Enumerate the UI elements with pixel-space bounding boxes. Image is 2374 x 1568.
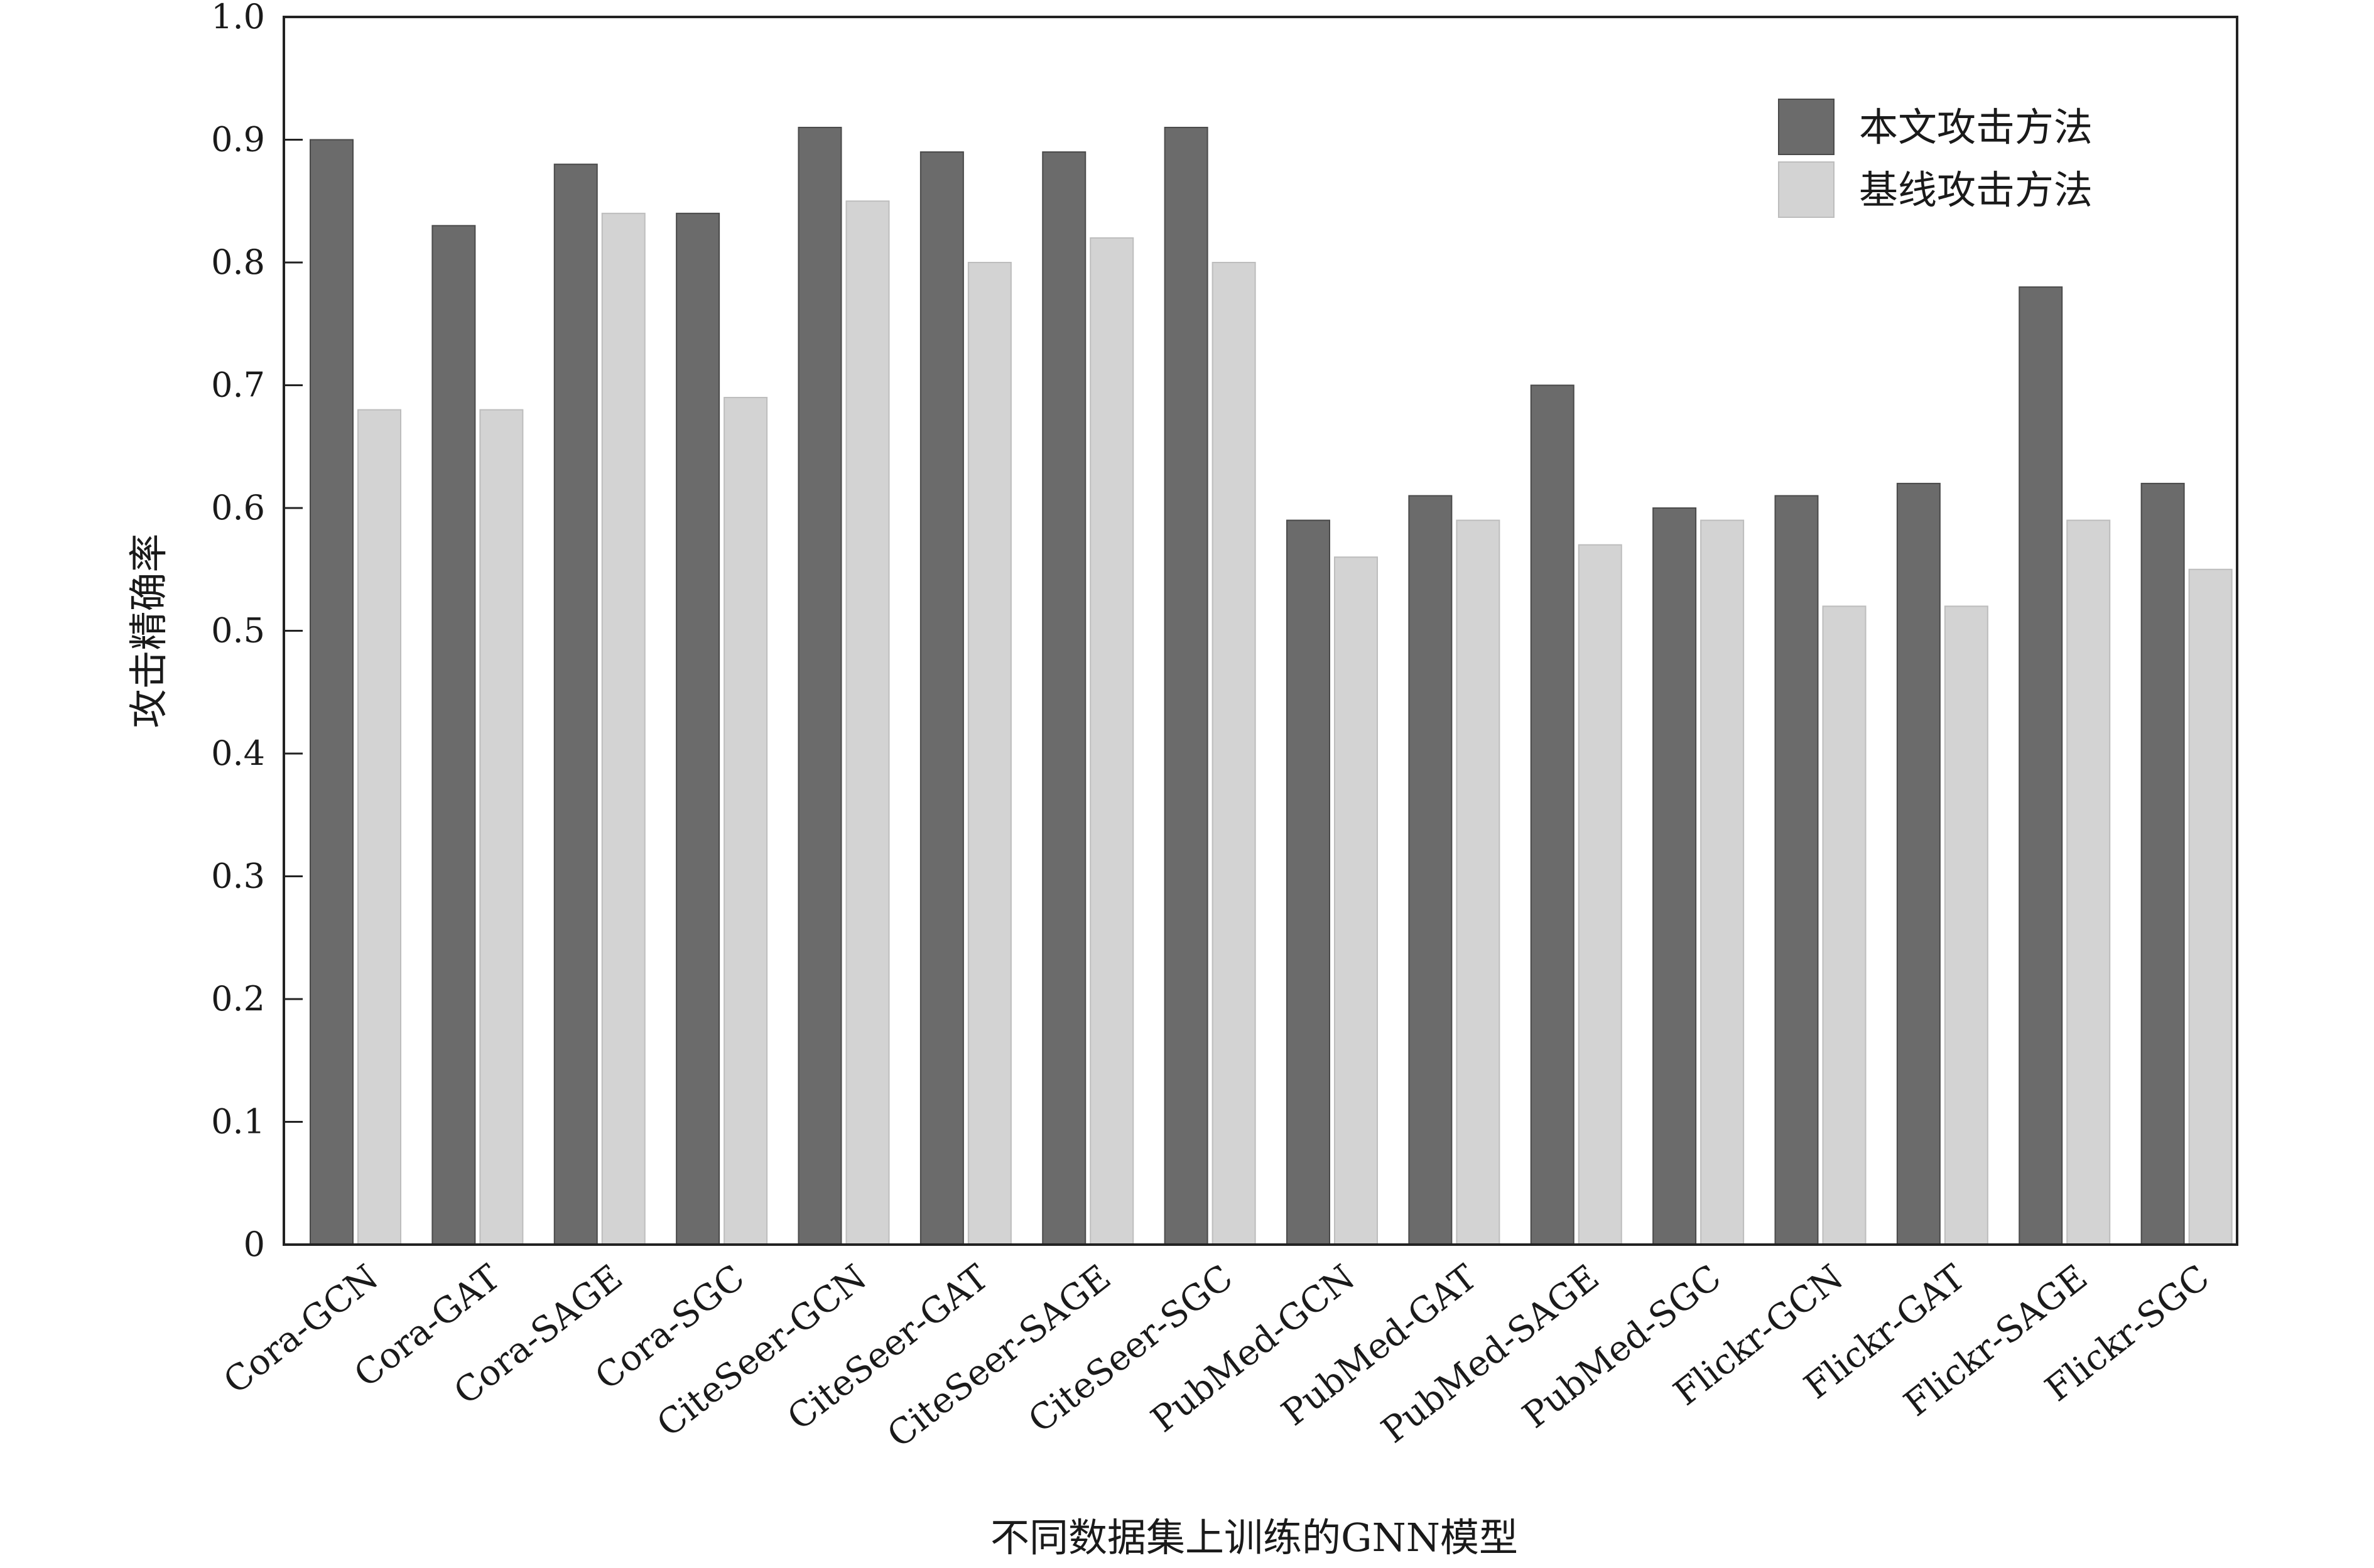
bar-baseline-flickr-gat xyxy=(1944,605,1988,1245)
bar-proposed-flickr-sage xyxy=(2019,286,2063,1246)
x-axis-categories: Cora-GCNCora-GATCora-SAGECora-SGCCiteSee… xyxy=(216,1257,2217,1456)
bar-proposed-pubmed-gcn xyxy=(1286,519,1330,1245)
y-tick-label: 0.5 xyxy=(211,611,265,651)
x-category-label: CiteSeer-SGC xyxy=(1021,1257,1240,1441)
bar-baseline-pubmed-sgc xyxy=(1700,519,1745,1245)
bar-baseline-citeseer-gcn xyxy=(845,200,890,1245)
bar-proposed-citeseer-gat xyxy=(919,151,964,1245)
bar-baseline-flickr-sgc xyxy=(2188,568,2233,1245)
y-tick-label: 0.1 xyxy=(211,1102,265,1142)
bar-proposed-cora-gat xyxy=(431,225,476,1246)
bar-proposed-pubmed-sage xyxy=(1530,384,1575,1245)
bar-proposed-pubmed-gat xyxy=(1408,495,1453,1246)
bar-baseline-pubmed-sage xyxy=(1578,544,1622,1245)
bar-proposed-citeseer-sgc xyxy=(1164,126,1208,1246)
y-tick-label: 0.7 xyxy=(211,365,265,405)
x-category-label: CiteSeer-SAGE xyxy=(880,1257,1119,1456)
bars-layer xyxy=(310,126,2233,1246)
y-tick-label: 1.0 xyxy=(211,0,265,36)
y-tick-label: 0.8 xyxy=(211,242,265,282)
y-tick-label: 0.9 xyxy=(211,120,265,160)
bar-baseline-citeseer-sgc xyxy=(1211,262,1256,1245)
bar-proposed-flickr-gat xyxy=(1896,482,1941,1245)
bar-proposed-flickr-gcn xyxy=(1774,495,1819,1246)
bar-baseline-citeseer-gat xyxy=(967,262,1012,1245)
bar-baseline-flickr-sage xyxy=(2066,519,2111,1245)
bar-proposed-cora-sgc xyxy=(676,212,720,1245)
legend-label-baseline: 基线攻击方法 xyxy=(1859,167,2093,213)
bar-baseline-cora-sgc xyxy=(724,397,768,1245)
y-axis-title: 攻击精确率 xyxy=(126,533,171,728)
x-category-label: PubMed-GCN xyxy=(1144,1257,1362,1441)
y-tick-label: 0 xyxy=(244,1225,265,1264)
bar-proposed-pubmed-sgc xyxy=(1652,507,1697,1245)
legend-swatch-baseline xyxy=(1778,161,1835,218)
y-tick-label: 0.2 xyxy=(211,979,265,1019)
y-axis-ticks: 0 0.1 0.2 0.3 0.4 0.5 0.6 0.7 0.8 0.9 1.0 xyxy=(211,0,303,1264)
bar-proposed-citeseer-gcn xyxy=(798,126,842,1246)
bar-baseline-cora-sage xyxy=(601,212,646,1245)
legend-label-proposed: 本文攻击方法 xyxy=(1859,104,2093,150)
bar-baseline-flickr-gcn xyxy=(1822,605,1867,1245)
bar-proposed-flickr-sgc xyxy=(2140,482,2185,1245)
bar-baseline-cora-gcn xyxy=(357,409,401,1245)
bar-baseline-pubmed-gcn xyxy=(1334,556,1378,1246)
bar-proposed-citeseer-sage xyxy=(1042,151,1087,1245)
x-category-label: PubMed-SAGE xyxy=(1374,1257,1607,1451)
bar-baseline-pubmed-gat xyxy=(1456,519,1500,1245)
y-tick-label: 0.4 xyxy=(211,733,265,773)
y-tick-label: 0.6 xyxy=(211,488,265,527)
bar-proposed-cora-sage xyxy=(553,163,598,1246)
x-category-label: CiteSeer-GCN xyxy=(649,1257,874,1446)
x-category-label: CiteSeer-GAT xyxy=(780,1257,996,1439)
bar-baseline-cora-gat xyxy=(479,409,524,1245)
y-tick-label: 0.3 xyxy=(211,857,265,896)
x-axis-title: 不同数据集上训练的GNN模型 xyxy=(990,1515,1518,1560)
bar-baseline-citeseer-sage xyxy=(1090,237,1134,1245)
bar-proposed-cora-gcn xyxy=(310,139,354,1245)
plot-frame xyxy=(283,16,2238,1246)
legend-swatch-proposed xyxy=(1778,99,1835,155)
